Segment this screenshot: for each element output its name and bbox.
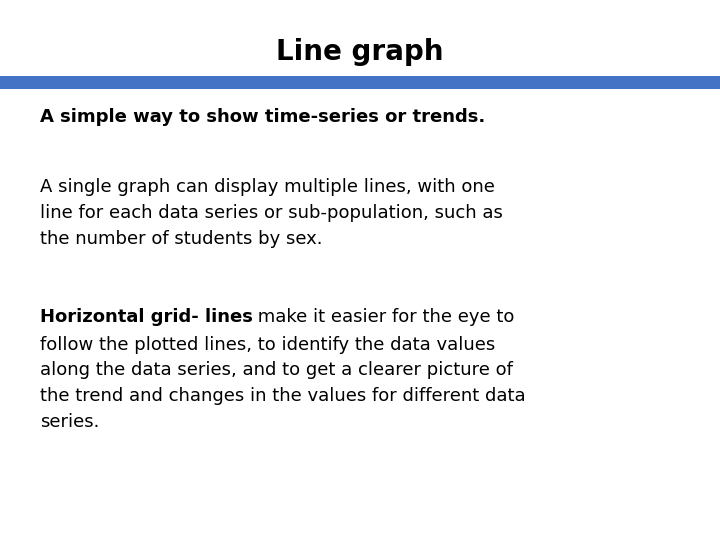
FancyBboxPatch shape <box>0 76 720 89</box>
Text: A simple way to show time-series or trends.: A simple way to show time-series or tren… <box>40 108 485 126</box>
Text: Line graph: Line graph <box>276 38 444 66</box>
Text: make it easier for the eye to: make it easier for the eye to <box>253 308 515 326</box>
Text: follow the plotted lines, to identify the data values
along the data series, and: follow the plotted lines, to identify th… <box>40 336 525 431</box>
Text: Horizontal grid- lines: Horizontal grid- lines <box>40 308 253 326</box>
Text: A single graph can display multiple lines, with one
line for each data series or: A single graph can display multiple line… <box>40 178 503 248</box>
